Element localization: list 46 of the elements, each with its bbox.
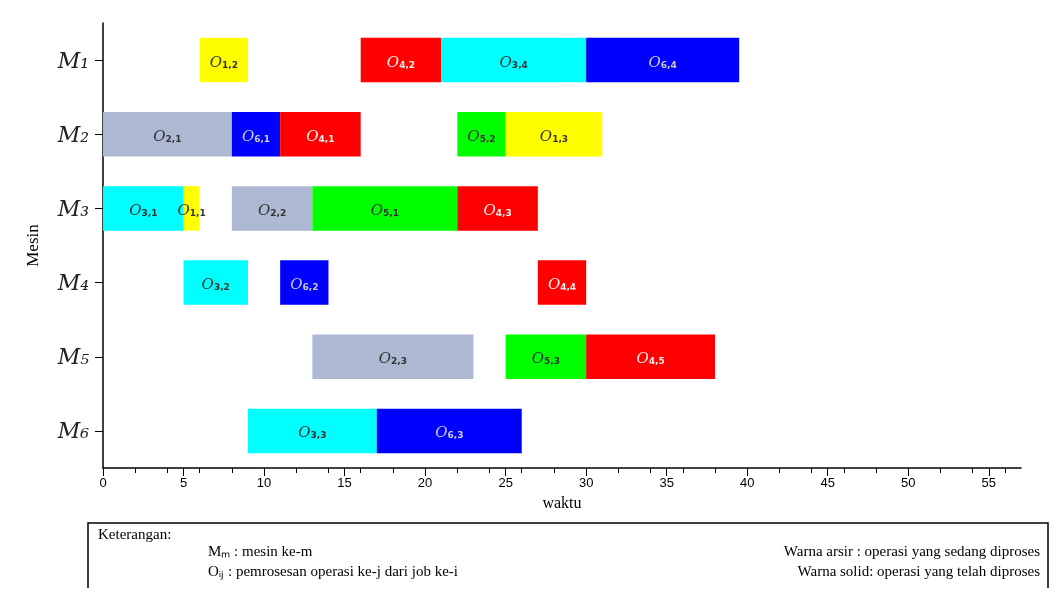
series-label: O6,1 [241,126,271,145]
y-tick-label: M₂ [56,121,89,147]
series-label: O5,3 [531,349,561,368]
series-label: O6,3 [435,423,464,442]
x-tick-label: 25 [498,475,513,490]
x-tick-label: 35 [659,475,674,490]
series-label: O1,3 [539,126,569,145]
series-label: O4,2 [386,52,416,71]
text: Warna arsir : operasi yang sedang diproses [783,542,1041,559]
x-tick-label: 5 [179,475,188,490]
text: Oᵢⱼ : pemrosesan operasi ke-j dari job ke-i [208,562,458,580]
y-tick-label: M₃ [56,195,89,221]
series-label: O3,1 [129,200,158,219]
text: Mₘ : mesin ke-m [208,542,313,559]
x-tick-label: 10 [256,475,272,490]
series-label: O2,1 [153,126,182,145]
series-label: O5,2 [467,126,496,145]
x-tick-label: 55 [981,475,997,490]
series-label: O6,4 [648,52,677,71]
y-tick-label: M₁ [56,47,89,73]
series-label: O4,4 [547,275,577,294]
series-label: O2,3 [378,349,408,368]
x-tick-label: 45 [820,475,835,490]
x-tick-label: 15 [337,475,352,490]
series-label: O3,4 [499,52,528,71]
y-axis-title: Mesin [23,223,42,267]
x-tick-label: 40 [739,475,755,490]
series-label: O5,1 [370,200,399,219]
x-tick-label: 50 [901,475,916,490]
text: Warna solid: operasi yang telah diproses [797,562,1041,579]
x-tick-label: 30 [578,475,594,490]
x-tick-label: 20 [417,475,433,490]
series-label: O3,3 [298,423,327,442]
series-label: O3,2 [201,275,230,294]
y-tick-label: M₆ [56,418,90,444]
text: Keterangan: [98,525,172,542]
x-axis-title: waktu [542,493,582,511]
series-label: O4,3 [483,200,512,219]
series-label: O2,2 [257,200,287,219]
y-tick-label: M₄ [56,270,89,296]
series-label: O6,2 [290,275,319,294]
y-tick-label: M₅ [56,344,90,370]
series-label: O4,5 [636,349,665,368]
series-label: O1,2 [209,52,238,71]
x-tick-label: 0 [99,475,107,490]
series-label: O4,1 [306,126,335,145]
